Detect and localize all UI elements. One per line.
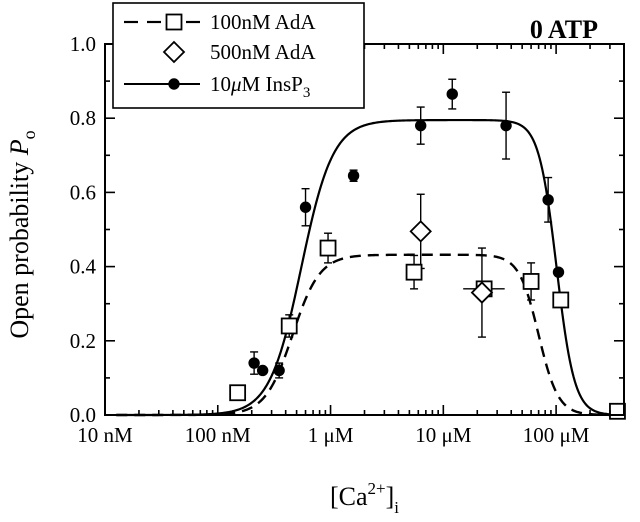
fit-curve-100nm-ada — [116, 253, 619, 417]
x-tick-label: 1 μM — [308, 423, 354, 447]
data-point-insp3 — [552, 266, 565, 278]
y-tick-label: 0.8 — [70, 106, 96, 130]
y-tick-label: 0.0 — [70, 403, 96, 427]
legend-label-500nm-ada: 500nM AdA — [210, 40, 316, 64]
data-point-100nm-ada — [552, 291, 570, 309]
y-axis-label: Open probability Po — [5, 130, 39, 338]
legend-marker — [168, 78, 180, 90]
data-point-100nm-ada — [229, 384, 247, 402]
data-point-500nm-ada — [409, 220, 432, 243]
legend-label-insp3: 10μM InsP3 — [210, 72, 310, 101]
legend: 100nM AdA 500nM AdA 10μM InsP3 — [112, 2, 365, 109]
chart-title: 0 ATP — [530, 15, 598, 44]
data-point-100nm-ada — [319, 239, 337, 257]
legend-marker — [162, 40, 186, 64]
data-point-insp3 — [256, 364, 269, 377]
fit-curves — [116, 118, 619, 417]
data-point-100nm-ada — [609, 402, 626, 420]
data-point-insp3 — [347, 170, 360, 182]
y-tick-label: 0.2 — [70, 329, 96, 353]
data-point-insp3 — [299, 201, 312, 213]
y-tick-label: 0.4 — [70, 255, 97, 279]
legend-marker — [165, 13, 183, 31]
data-point-insp3 — [414, 119, 427, 132]
data-point-insp3 — [500, 119, 512, 132]
data-point-100nm-ada — [405, 263, 423, 281]
x-tick-label: 100 nM — [185, 423, 251, 447]
legend-box — [112, 2, 365, 109]
y-tick-label: 1.0 — [70, 32, 96, 56]
data-point-insp3 — [273, 364, 285, 377]
x-axis-label: [Ca2+]i — [330, 479, 399, 517]
data-markers — [229, 88, 626, 420]
data-point-500nm-ada — [470, 281, 494, 304]
legend-label-100nm-ada: 100nM AdA — [210, 10, 316, 34]
data-point-100nm-ada — [522, 273, 540, 290]
x-tick-label: 100 μM — [523, 423, 590, 447]
fit-curve-insp3 — [116, 118, 619, 417]
data-point-insp3 — [542, 194, 554, 206]
data-point-insp3 — [248, 357, 260, 369]
x-tick-label: 10 μM — [415, 423, 472, 447]
y-tick-label: 0.6 — [70, 180, 96, 204]
data-point-100nm-ada — [280, 317, 298, 335]
data-point-insp3 — [446, 88, 458, 100]
x-tick-label: 10 nM — [77, 423, 133, 447]
